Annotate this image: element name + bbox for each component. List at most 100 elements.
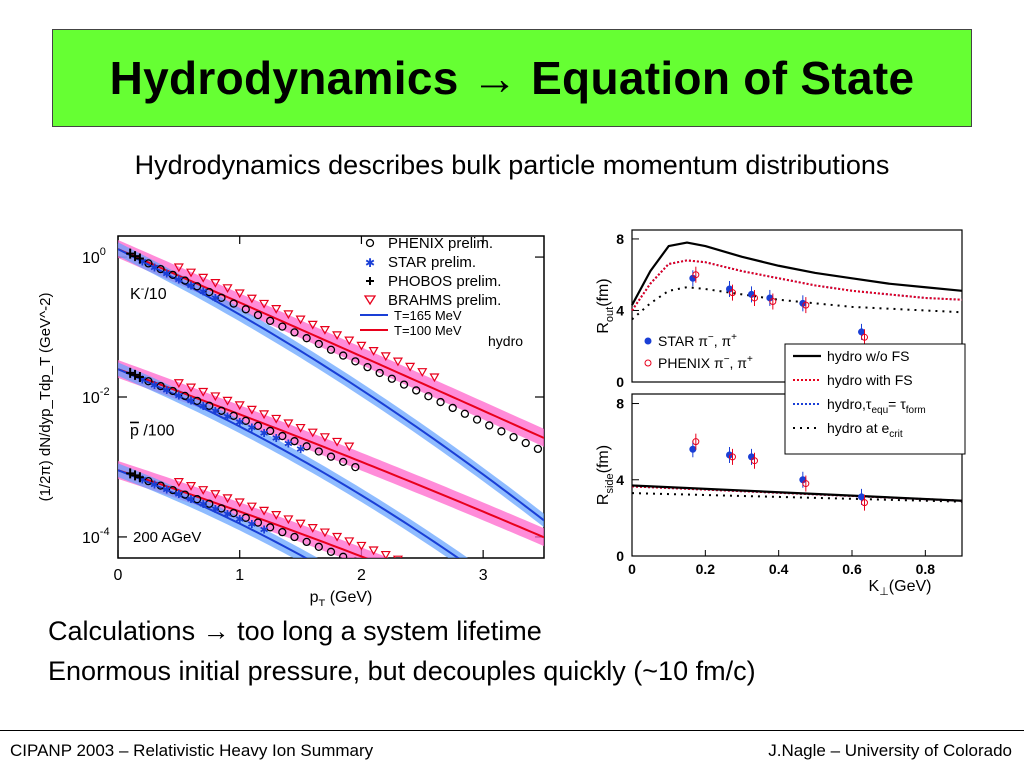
x-tick-label: 0: [628, 561, 636, 577]
brahms-point: [429, 373, 440, 383]
x-axis-label: pT (GeV): [310, 589, 373, 606]
phobos-point: [135, 372, 144, 383]
phenix-point: [449, 600, 456, 606]
red-model-band: [118, 461, 389, 558]
brahms-point: [198, 486, 209, 495]
brahms-point: [430, 570, 438, 577]
model-curve: [631, 484, 963, 502]
phenix-point: [461, 605, 468, 606]
star-point: ✱: [272, 433, 281, 445]
star-point: ✱: [150, 262, 159, 274]
brahms-point: [356, 341, 367, 351]
star-point: ✱: [296, 444, 305, 456]
phenix-point: [351, 462, 360, 472]
phenix-point: [497, 427, 506, 436]
star-point: ✱: [259, 524, 268, 536]
phenix-point: [424, 392, 433, 401]
phenix-point: [437, 595, 444, 602]
phenix-hbt-point: [861, 499, 868, 507]
phenix-point: [290, 437, 299, 446]
brahms-point: [405, 362, 416, 372]
legend-marker: [644, 359, 652, 367]
legend-marker-circle: [365, 238, 375, 248]
star-point: ✱: [284, 439, 293, 451]
star-point: ✱: [162, 268, 171, 280]
phenix-point: [326, 547, 336, 556]
phenix-point: [168, 386, 177, 396]
phenix-point: [302, 334, 311, 343]
hbt-chart: 0 4 8 Rout(fm) STAR π−, π+ PHENIX π−, π+ 0 4 8 Rs…: [595, 229, 966, 598]
brahms-point: [173, 263, 184, 273]
y-tick-label: 4: [616, 472, 624, 488]
brahms-point: [295, 315, 306, 325]
brahms-point: [455, 580, 463, 587]
phenix-hbt-point: [692, 271, 700, 279]
brahms-point: [234, 498, 245, 508]
phenix-point: [265, 426, 275, 436]
legend-label: STAR prelim.: [388, 254, 476, 271]
brahms-point: [259, 299, 270, 309]
brahms-point: [295, 519, 306, 529]
star-point: ✱: [199, 401, 208, 413]
phenix-point: [339, 552, 348, 558]
star-point: ✱: [211, 504, 220, 516]
y-tick-label: 100: [82, 246, 106, 267]
brahms-point: [319, 528, 330, 538]
phenix-point: [339, 457, 348, 467]
phenix-hbt-point: [729, 453, 736, 461]
brahms-point: [406, 561, 414, 568]
phenix-point: [217, 406, 226, 415]
phenix-point: [253, 518, 263, 527]
model-curve: [631, 241, 963, 306]
x-tick-label: 3: [479, 567, 488, 584]
brahms-point: [173, 379, 184, 388]
phenix-point: [217, 504, 226, 513]
phenix-point: [278, 431, 287, 441]
brahms-point: [467, 585, 475, 592]
legend-marker: [644, 337, 652, 345]
brahms-point: [271, 511, 282, 520]
phenix-point: [265, 523, 275, 532]
y-axis-label: Rout(fm): [595, 278, 616, 333]
brahms-point: [332, 437, 343, 447]
phenix-point: [353, 557, 357, 558]
y-axis-label: Rside(fm): [595, 445, 616, 505]
phenix-point: [229, 299, 238, 308]
x-tick-label: 2: [357, 567, 366, 584]
star-point: ✱: [150, 380, 159, 392]
legend-label: PHENIX prelim.: [388, 235, 493, 252]
species-label: p /100: [130, 423, 175, 440]
brahms-point: [271, 305, 282, 314]
star-point: ✱: [211, 293, 220, 305]
brahms-point: [319, 325, 330, 335]
energy-label: 200 AGeV: [133, 529, 201, 546]
blue-model-line: [118, 469, 308, 558]
phenix-hbt-point: [751, 294, 758, 302]
brahms-point: [307, 428, 318, 438]
brahms-point: [418, 566, 426, 573]
phenix-point: [156, 264, 165, 274]
brahms-point: [332, 331, 343, 341]
phenix-point: [180, 490, 190, 499]
legend-label: PHOBOS prelim.: [388, 273, 501, 290]
phenix-point: [156, 481, 165, 490]
phenix-point: [253, 310, 263, 320]
star-point: ✱: [223, 412, 232, 424]
phobos-point: [126, 248, 135, 259]
phenix-point: [448, 403, 457, 413]
hydro-label: hydro: [488, 333, 523, 349]
phenix-point: [425, 589, 432, 596]
brahms-point: [356, 541, 367, 551]
brahms-point: [173, 478, 184, 487]
x-tick-label: 1: [235, 567, 244, 584]
phenix-point: [241, 416, 250, 425]
star-point: ✱: [247, 519, 256, 531]
legend-marker-cross: [366, 277, 374, 285]
brahms-point: [283, 419, 294, 429]
phenix-point: [205, 499, 214, 508]
phenix-point: [412, 386, 421, 395]
star-point: ✱: [174, 275, 183, 287]
species-label: K-/10: [130, 283, 167, 303]
y-tick-label: 4: [616, 302, 624, 318]
brahms-point: [222, 396, 233, 406]
